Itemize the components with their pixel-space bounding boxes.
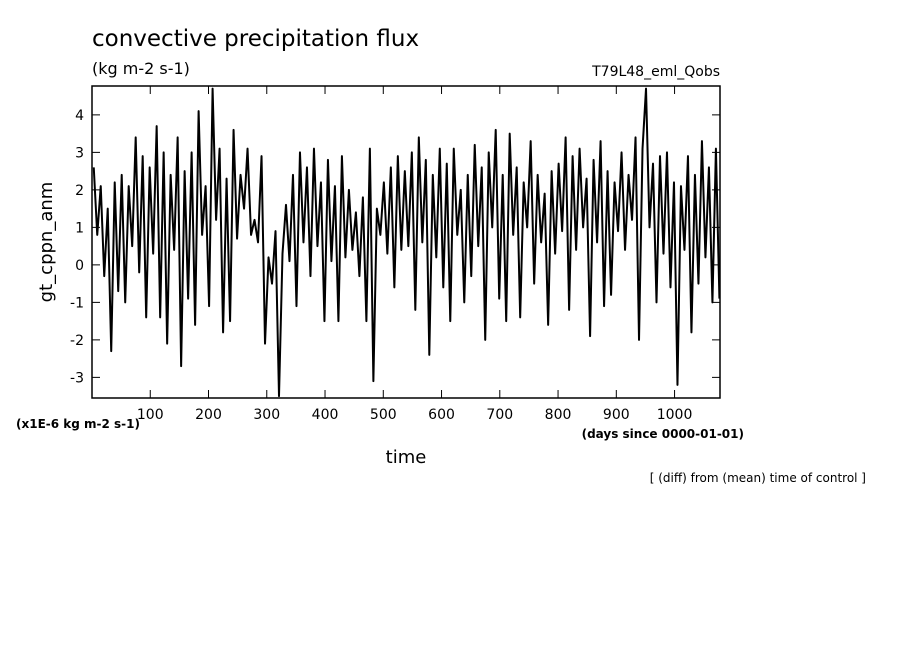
y-tick-label: 1 xyxy=(75,220,84,236)
x-axis-label: time xyxy=(386,447,427,468)
y-tick-label: 3 xyxy=(75,145,84,161)
run-label: T79L48_eml_Qobs xyxy=(591,64,720,80)
x-tick-label: 800 xyxy=(545,407,572,423)
x-tick-label: 100 xyxy=(137,407,164,423)
x-tick-label: 500 xyxy=(370,407,397,423)
annotation: [ (diff) from (mean) time of control ] xyxy=(650,471,866,485)
y-unit: (x1E-6 kg m-2 s-1) xyxy=(16,417,140,431)
x-tick-label: 400 xyxy=(312,407,339,423)
x-tick-label: 200 xyxy=(195,407,222,423)
x-tick-label: 900 xyxy=(603,407,630,423)
y-axis-label: gt_cppn_anm xyxy=(36,182,57,303)
data-line xyxy=(92,87,721,398)
y-tick-label: 0 xyxy=(75,258,84,274)
y-tick-label: -3 xyxy=(70,370,84,386)
y-tick-label: -2 xyxy=(70,333,84,349)
x-tick-label: 700 xyxy=(486,407,513,423)
x-tick-label: 600 xyxy=(428,407,455,423)
y-tick-label: 2 xyxy=(75,183,84,199)
y-tick-label: -1 xyxy=(70,295,84,311)
plot-frame xyxy=(91,85,721,399)
x-tick-label: 1000 xyxy=(657,407,693,423)
chart-title: convective precipitation flux xyxy=(92,26,419,52)
x-unit: (days since 0000-01-01) xyxy=(582,427,744,441)
y-tick-label: 4 xyxy=(75,108,84,124)
x-tick-label: 300 xyxy=(253,407,280,423)
chart-subtitle: (kg m-2 s-1) xyxy=(92,59,190,78)
